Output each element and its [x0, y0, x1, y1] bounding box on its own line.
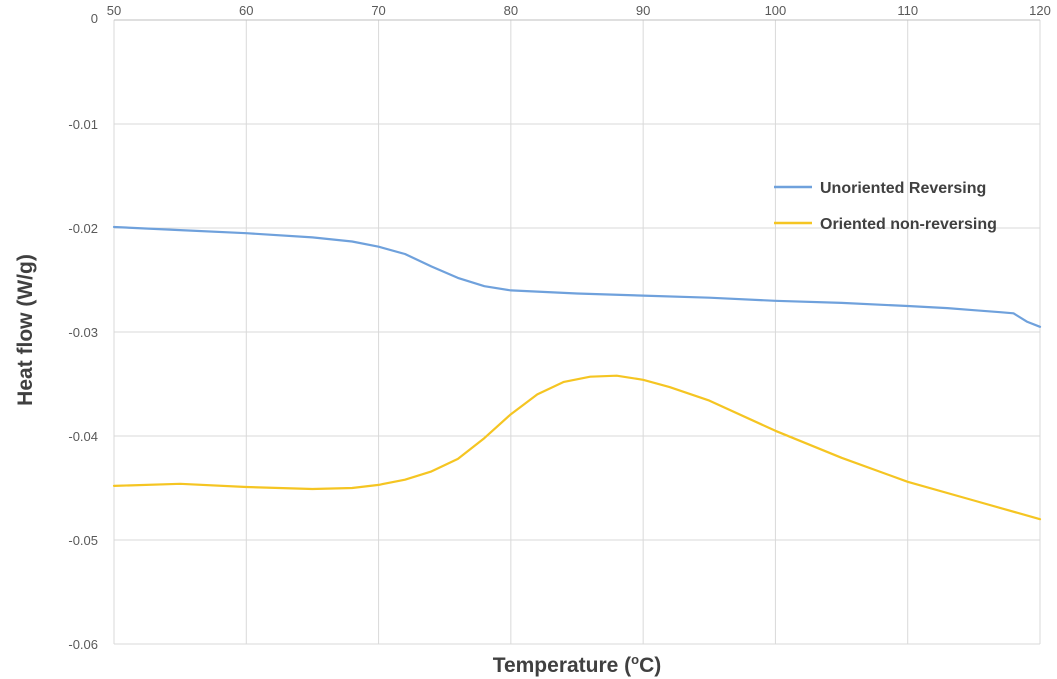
x-tick-label: 90: [636, 3, 650, 18]
plot-area: [112, 225, 1042, 521]
y-tick-label: -0.02: [68, 221, 98, 236]
y-tick-label: -0.06: [68, 637, 98, 652]
y-tick-label: 0: [91, 11, 98, 26]
x-axis-title: Temperature (oC): [493, 652, 662, 677]
x-tick-label: 70: [371, 3, 385, 18]
series-line-oriented-non-reversing: [112, 374, 1042, 521]
axis-ticks: 50 60 70 80 90 100 110 120 0 -0.01 -0.02 -0.03 -0.04…: [68, 3, 1050, 652]
x-tick-label: 120: [1029, 3, 1051, 18]
y-tick-label: -0.05: [68, 533, 98, 548]
y-tick-label: -0.03: [68, 325, 98, 340]
y-tick-label: -0.04: [68, 429, 98, 444]
x-tick-label: 100: [765, 3, 787, 18]
x-tick-label: 50: [107, 3, 121, 18]
x-axis-title-main: Temperature (: [493, 654, 631, 677]
x-tick-label: 80: [504, 3, 518, 18]
x-tick-label: 110: [897, 3, 918, 18]
grid-lines: [113, 19, 1041, 645]
legend-label-oriented-non-reversing: Oriented non-reversing: [820, 216, 997, 233]
y-tick-label: -0.01: [68, 117, 98, 132]
series-line-unoriented-reversing: [112, 225, 1042, 328]
y-axis-title: Heat flow (W/g): [14, 254, 37, 406]
x-tick-label: 60: [239, 3, 253, 18]
x-axis-title-unit: C): [639, 654, 661, 677]
x-axis-title-superscript: o: [631, 652, 639, 667]
legend: Unoriented Reversing Oriented non-revers…: [774, 180, 997, 233]
legend-label-unoriented-reversing: Unoriented Reversing: [820, 180, 986, 197]
